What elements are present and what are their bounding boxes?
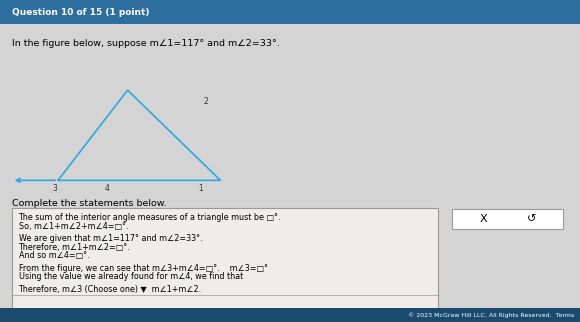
Text: 2: 2 [204,97,208,106]
Text: Complete the statements below.: Complete the statements below. [12,199,166,208]
Text: Question 10 of 15 (1 point): Question 10 of 15 (1 point) [12,8,149,16]
Bar [0,308,580,322]
FancyBboxPatch shape [12,208,438,309]
Text: So, m∠1+m∠2+m∠4=□°.: So, m∠1+m∠2+m∠4=□°. [19,222,128,231]
Text: ↺: ↺ [527,214,536,224]
Text: © 2023 McGraw Hill LLC. All Rights Reserved.  Terms: © 2023 McGraw Hill LLC. All Rights Reser… [408,312,574,317]
Text: The sum of the interior angle measures of a triangle must be □°.: The sum of the interior angle measures o… [19,213,281,223]
Text: Therefore, m∠1+m∠2=□°.: Therefore, m∠1+m∠2=□°. [19,243,130,252]
Text: X: X [480,214,487,224]
Bar [0,0,580,24]
Text: Using the value we already found for m∠4, we find that: Using the value we already found for m∠4… [19,272,243,281]
Text: 1: 1 [198,184,202,193]
FancyBboxPatch shape [452,209,563,229]
Text: Therefore, m∠3 (Choose one) ▼  m∠1+m∠2.: Therefore, m∠3 (Choose one) ▼ m∠1+m∠2. [19,285,202,294]
Text: And so m∠4=□°.: And so m∠4=□°. [19,251,89,260]
Text: In the figure below, suppose m∠1=117° and m∠2=33°.: In the figure below, suppose m∠1=117° an… [12,39,280,48]
Text: 3: 3 [53,184,57,193]
Text: From the figure, we can see that m∠3+m∠4=□°.    m∠3=□°: From the figure, we can see that m∠3+m∠4… [19,264,267,273]
Text: We are given that m∠1=117° and m∠2=33°.: We are given that m∠1=117° and m∠2=33°. [19,234,202,243]
Text: 4: 4 [105,184,110,193]
